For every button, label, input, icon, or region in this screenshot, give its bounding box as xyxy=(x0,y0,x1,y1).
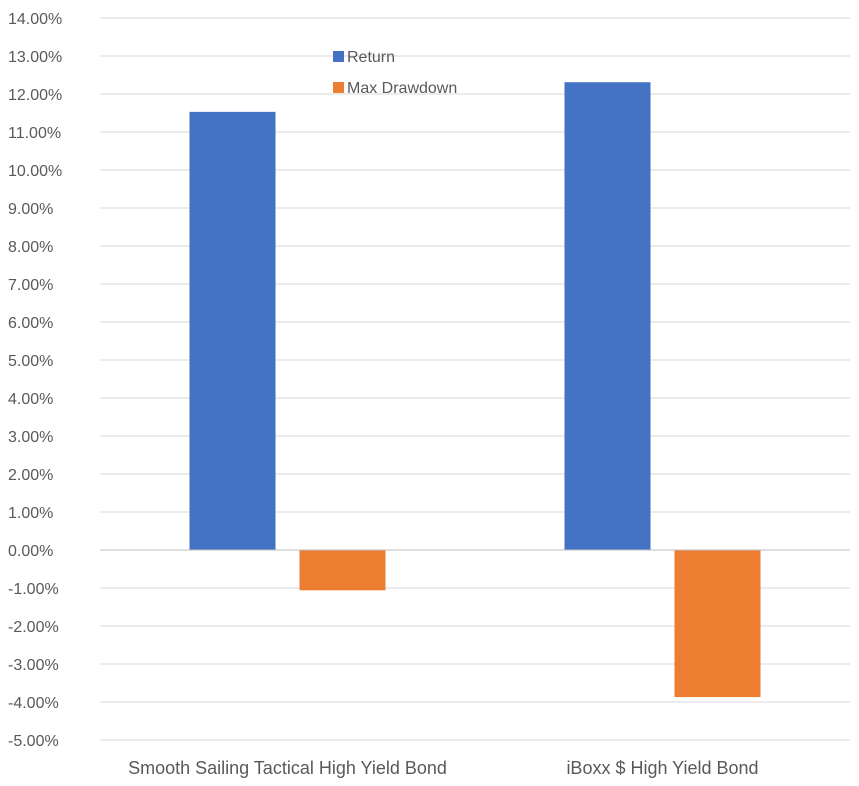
y-tick-label: 2.00% xyxy=(8,467,53,484)
y-tick-label: 1.00% xyxy=(8,505,53,522)
legend-swatch xyxy=(333,51,344,62)
y-tick-label: -4.00% xyxy=(8,695,59,712)
y-tick-label: 6.00% xyxy=(8,315,53,332)
y-axis-tick-labels: 14.00% 13.00% 12.00% 11.00% 10.00% 9.00% 8.00%… xyxy=(8,11,62,750)
y-tick-label: 5.00% xyxy=(8,353,53,370)
y-tick-label: 8.00% xyxy=(8,239,53,256)
bars xyxy=(100,82,850,698)
y-tick-label: 13.00% xyxy=(8,49,62,66)
y-tick-label: -2.00% xyxy=(8,619,59,636)
y-tick-label: -1.00% xyxy=(8,581,59,598)
y-tick-label: 7.00% xyxy=(8,277,53,294)
y-tick-label: 9.00% xyxy=(8,201,53,218)
bar-max-drawdown xyxy=(674,550,761,698)
x-axis-category-labels: Smooth Sailing Tactical High Yield Bond i… xyxy=(128,758,758,778)
x-category-label: Smooth Sailing Tactical High Yield Bond xyxy=(128,758,447,778)
y-tick-label: -3.00% xyxy=(8,657,59,674)
bar-max-drawdown xyxy=(299,550,386,591)
legend-swatch xyxy=(333,82,344,93)
bar-return xyxy=(564,82,651,550)
y-tick-label: -5.00% xyxy=(8,733,59,750)
x-category-label: iBoxx $ High Yield Bond xyxy=(566,758,758,778)
y-tick-label: 14.00% xyxy=(8,11,62,28)
bar-return xyxy=(189,111,276,551)
y-tick-label: 3.00% xyxy=(8,429,53,446)
y-tick-label: 11.00% xyxy=(8,125,61,142)
legend: Return Max Drawdown xyxy=(333,49,457,97)
y-tick-label: 0.00% xyxy=(8,543,53,560)
y-tick-label: 10.00% xyxy=(8,163,62,180)
y-tick-label: 4.00% xyxy=(8,391,53,408)
legend-label: Max Drawdown xyxy=(347,80,457,97)
legend-label: Return xyxy=(347,49,395,66)
y-tick-label: 12.00% xyxy=(8,87,62,104)
